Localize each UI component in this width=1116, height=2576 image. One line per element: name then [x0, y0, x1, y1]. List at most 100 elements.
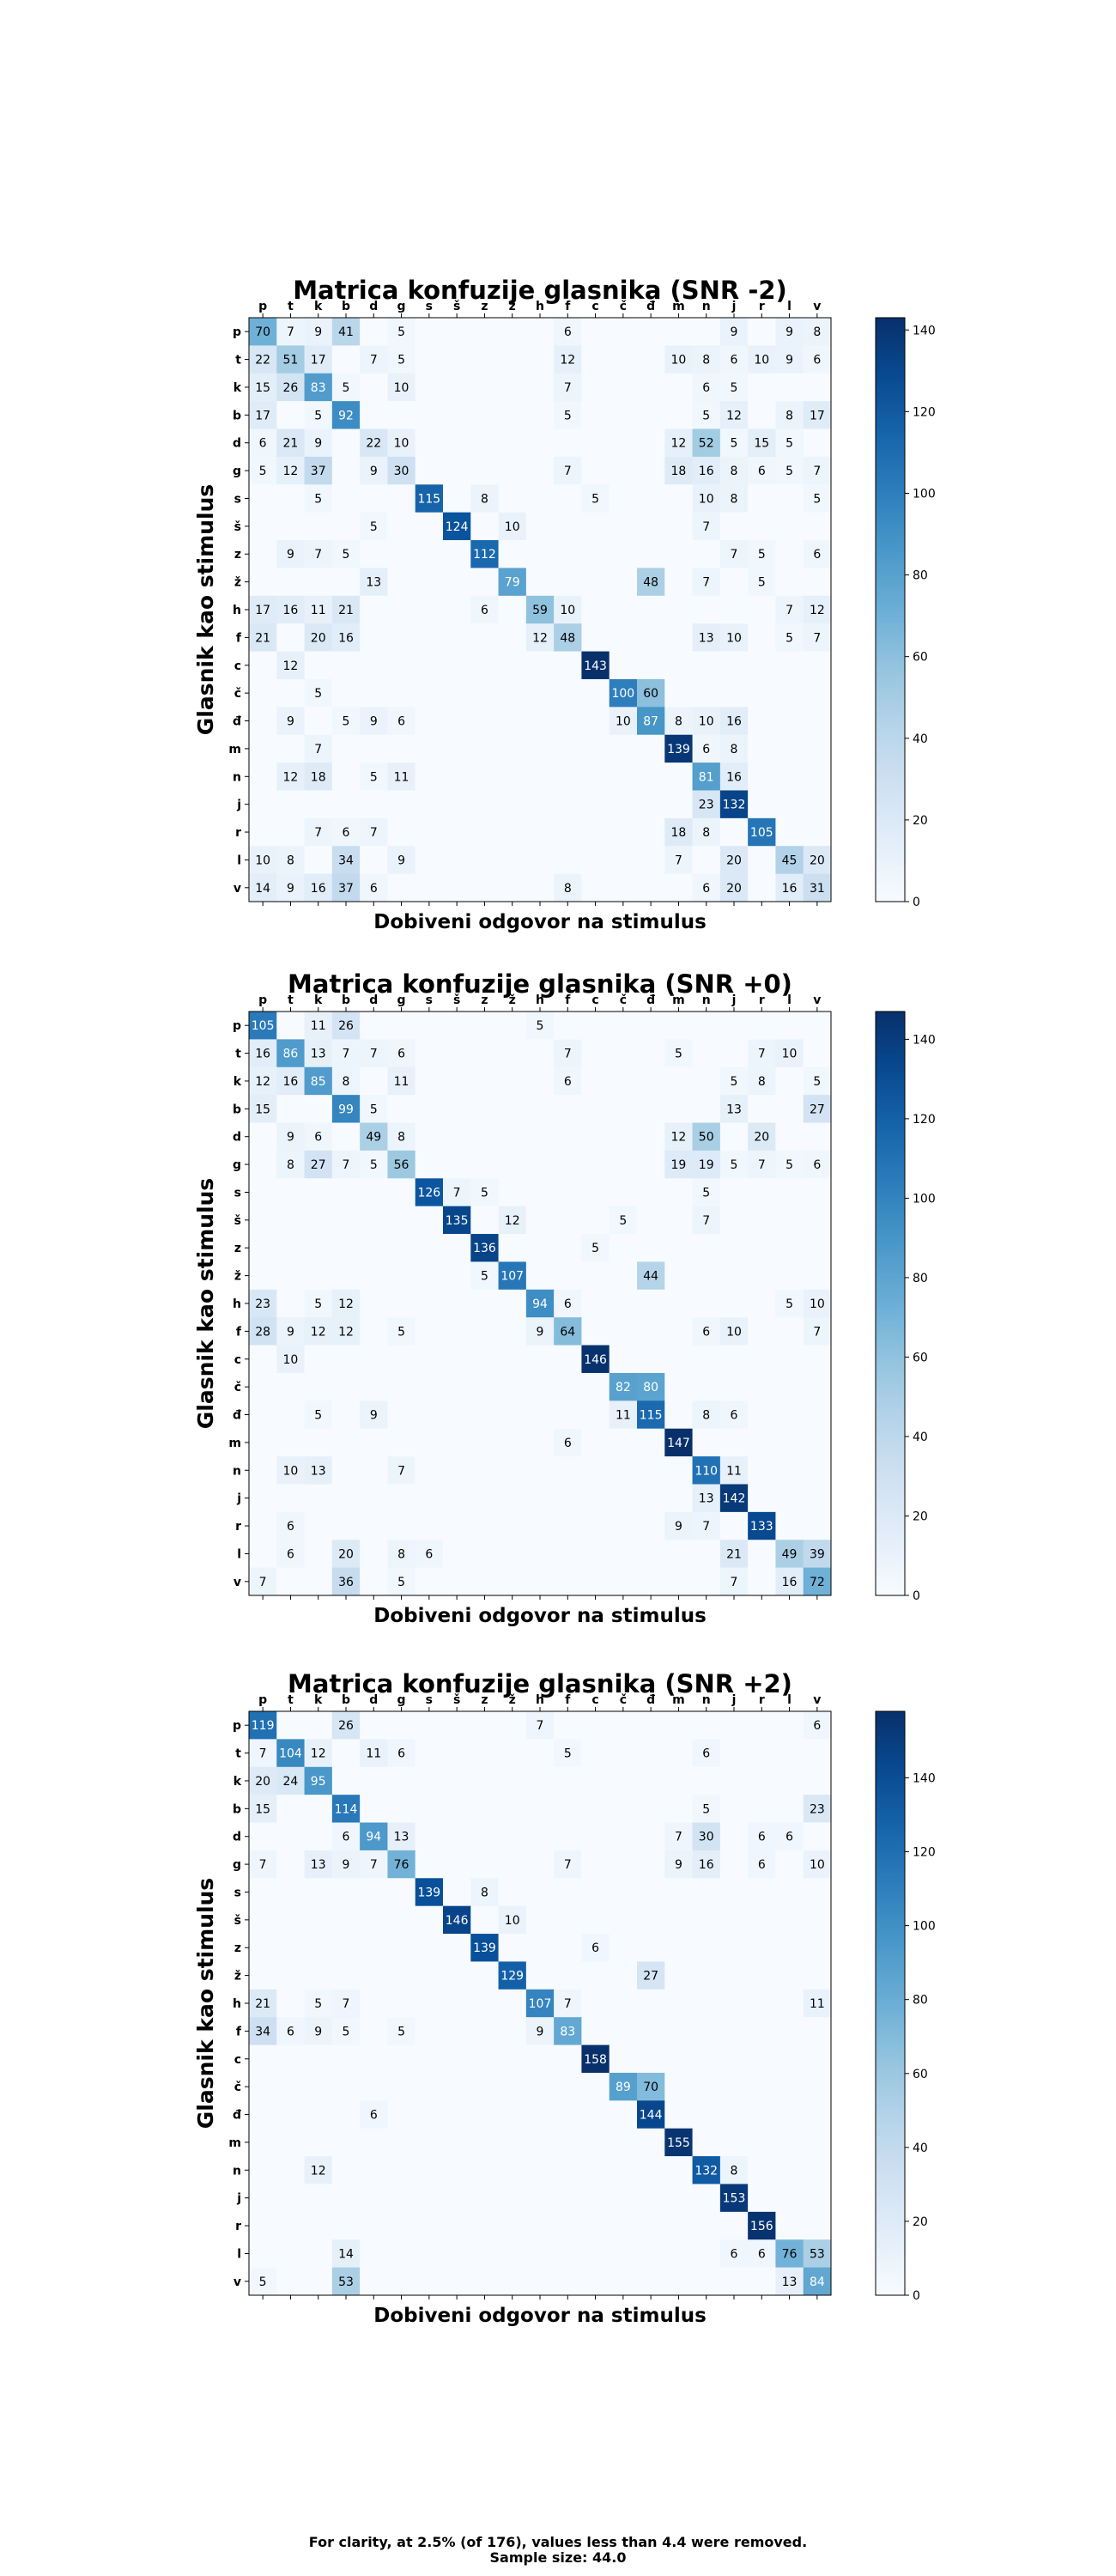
heatmap-cell	[443, 790, 471, 819]
heatmap-cell	[276, 1400, 305, 1430]
heatmap-cell	[581, 846, 610, 875]
colorbar-tick-label: 40	[913, 732, 928, 746]
heatmap-cell	[748, 540, 776, 568]
cell-value-label: 12	[671, 1131, 687, 1145]
heatmap-cell	[609, 1012, 638, 1040]
heatmap-cell	[692, 1066, 721, 1096]
heatmap-cell	[609, 2211, 638, 2240]
heatmap-cell	[276, 1905, 305, 1935]
heatmap-cell	[443, 345, 471, 374]
heatmap-cell	[775, 1345, 804, 1374]
heatmap-cell	[415, 1567, 444, 1596]
colorbar-tick-label: 60	[913, 1351, 928, 1364]
heatmap-cell	[664, 512, 693, 541]
y-tick-label-m-15: m	[228, 1437, 241, 1450]
heatmap-cell	[637, 2128, 665, 2157]
y-tick-label-j-17: j	[236, 2192, 241, 2206]
heatmap-cell	[803, 1095, 832, 1123]
heatmap-cell	[249, 2184, 277, 2213]
heatmap-cell	[525, 1345, 555, 1374]
heatmap-cell	[331, 2072, 361, 2101]
heatmap-cell	[498, 2156, 527, 2184]
heatmap-cell	[415, 2267, 444, 2296]
heatmap-cell	[719, 1795, 749, 1823]
heatmap-cell	[637, 1878, 665, 1907]
heatmap-cell	[719, 1261, 749, 1291]
heatmap-cell	[525, 1150, 555, 1179]
footer-sample-size: Sample size: 44.0	[489, 2549, 627, 2566]
heatmap-cell	[664, 623, 693, 652]
heatmap-cell	[692, 1400, 721, 1430]
heatmap-cell	[276, 1934, 305, 1962]
cell-value-label: 15	[255, 381, 270, 395]
heatmap-cell	[387, 401, 416, 429]
y-tick-label-r-18: r	[235, 1520, 241, 1534]
heatmap-cell	[360, 2017, 388, 2045]
heatmap-cell	[443, 1989, 471, 2018]
heatmap-cell	[719, 401, 749, 429]
colorbar-tick-label: 0	[913, 2289, 920, 2303]
colorbar-tick-label: 80	[913, 1272, 928, 1285]
heatmap-cell	[748, 1206, 776, 1235]
heatmap-cell	[609, 1206, 638, 1235]
heatmap-cell	[525, 1066, 555, 1096]
heatmap-cell	[664, 1484, 693, 1513]
heatmap-cell	[554, 1122, 582, 1151]
cell-value-label: 9	[287, 715, 294, 729]
heatmap-cell	[443, 1739, 471, 1768]
cell-value-label: 10	[560, 604, 575, 617]
x-tick-label---9: ž	[509, 993, 516, 1007]
cell-value-label: 12	[726, 409, 742, 422]
heatmap-cell	[609, 1039, 638, 1068]
heatmap-cell	[331, 1150, 361, 1179]
heatmap-cell	[637, 2100, 665, 2129]
cell-value-label: 6	[343, 826, 350, 840]
heatmap-cell	[331, 1905, 361, 1935]
heatmap-cell	[719, 2100, 749, 2129]
x-tick-label-f-11: f	[565, 1693, 571, 1707]
cell-value-label: 87	[643, 715, 658, 729]
colorbar-tick-label: 20	[913, 2215, 928, 2229]
colorbar-tick-label: 80	[913, 1994, 928, 2008]
heatmap-cell	[748, 2211, 776, 2240]
heatmap-cell	[748, 846, 776, 875]
heatmap-cell	[554, 1289, 582, 1318]
heatmap-cell	[443, 1150, 471, 1179]
heatmap-cell	[637, 484, 665, 513]
heatmap-cell	[498, 1372, 527, 1401]
heatmap-cell	[664, 1178, 693, 1207]
cell-value-label: 9	[343, 1858, 350, 1872]
heatmap-cell	[525, 1795, 555, 1823]
heatmap-cell	[331, 1066, 361, 1096]
heatmap-cell	[276, 1206, 305, 1235]
cell-value-label: 17	[311, 354, 326, 368]
heatmap-cell	[692, 1484, 721, 1513]
cell-value-label: 6	[481, 604, 488, 617]
heatmap-cell	[415, 595, 444, 624]
heatmap-cell	[692, 678, 721, 708]
heatmap-cell	[249, 790, 277, 819]
heatmap-cell	[554, 2184, 582, 2213]
cell-value-label: 6	[813, 354, 821, 368]
heatmap-cell	[692, 2184, 721, 2213]
heatmap-cell	[304, 2128, 333, 2157]
heatmap-cell	[387, 707, 416, 736]
heatmap-cell	[360, 1961, 388, 1990]
cell-value-label: 107	[500, 1270, 524, 1284]
heatmap-cell	[443, 428, 471, 458]
heatmap-cell	[331, 707, 361, 736]
colorbar-tick-label: 40	[913, 2142, 928, 2155]
heatmap-cell	[304, 401, 333, 429]
y-tick-label-d-4: d	[233, 1131, 241, 1145]
cell-value-label: 95	[311, 1775, 326, 1789]
heatmap-cell	[719, 1039, 749, 1068]
heatmap-cell	[664, 678, 693, 708]
cell-value-label: 7	[287, 325, 294, 339]
heatmap-cell	[498, 1122, 527, 1151]
heatmap-cell	[304, 595, 333, 624]
heatmap-cell	[331, 790, 361, 819]
heatmap-cell	[748, 651, 776, 680]
heatmap-cell	[692, 873, 721, 902]
heatmap-cell	[803, 1150, 832, 1179]
heatmap-cell	[525, 623, 555, 652]
